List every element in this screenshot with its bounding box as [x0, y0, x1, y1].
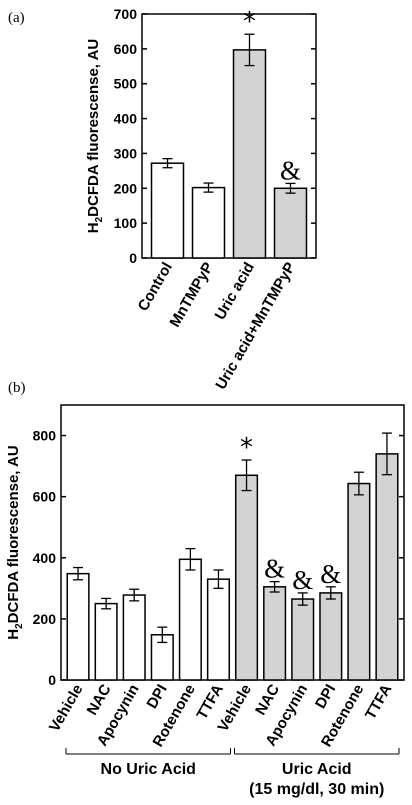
y-tick-label: 600 — [33, 489, 57, 505]
category-label: TTFA — [362, 681, 396, 722]
y-tick-label: 0 — [48, 672, 56, 688]
bar — [232, 49, 267, 259]
bar — [273, 187, 308, 259]
y-axis-title: H2DCFDA fluorescense, AU — [5, 445, 25, 640]
category-label: Control — [135, 260, 176, 315]
panel-a-label: (a) — [8, 10, 25, 26]
y-axis-title-subscript: 2 — [94, 216, 105, 222]
bar — [263, 586, 287, 681]
y-tick-label: 0 — [129, 250, 137, 266]
y-axis-title: H2DCFDA fluorescense, AU — [85, 39, 105, 234]
y-axis-title-prefix: H — [5, 629, 22, 640]
y-tick-label: 500 — [114, 76, 138, 92]
y-axis-title-rest: DCFDA fluorescense, AU — [5, 445, 22, 623]
category-label: Uric acid+MnTMPyP — [212, 260, 299, 393]
y-tick-label: 300 — [114, 145, 138, 161]
significance-mark: * — [243, 7, 256, 37]
category-label: DPI — [144, 682, 171, 712]
y-axis-title-rest: DCFDA fluorescense, AU — [85, 39, 102, 217]
bar — [66, 572, 90, 681]
chart-a: 0 100 200 300 400 500 600 700 H2DCFDA fluorescen… — [85, 6, 317, 393]
bar — [375, 453, 399, 681]
group-label: No Uric Acid — [101, 761, 196, 778]
y-tick-label: 700 — [114, 6, 138, 22]
category-label: Uric acid — [212, 260, 258, 323]
group-label: Uric Acid — [282, 761, 352, 778]
bar — [234, 474, 259, 681]
bar — [347, 482, 371, 681]
significance-mark: & — [292, 565, 313, 595]
bar — [206, 578, 231, 681]
bar — [291, 598, 315, 681]
y-axis-title-subscript: 2 — [14, 623, 25, 629]
bar — [94, 602, 118, 681]
plot-frame — [60, 404, 405, 681]
category-label: Vehicle — [46, 682, 87, 735]
panel-b-label: (b) — [8, 380, 26, 396]
significance-mark: & — [280, 155, 301, 185]
bar — [178, 558, 202, 681]
y-tick-label: 100 — [114, 215, 138, 231]
y-tick-label: 400 — [114, 111, 138, 127]
bar — [191, 186, 226, 259]
y-axis-title-prefix: H — [85, 222, 102, 233]
y-tick-label: 600 — [114, 41, 138, 57]
y-tick-label: 400 — [33, 550, 57, 566]
plot-frame — [141, 13, 317, 259]
significance-mark: & — [320, 559, 341, 589]
bar — [122, 594, 146, 681]
significance-mark: & — [264, 554, 285, 584]
y-tick-label: 200 — [33, 611, 57, 627]
group-sublabel: (15 mg/dl, 30 min) — [249, 781, 384, 798]
y-tick-label: 800 — [33, 428, 57, 444]
bar — [150, 162, 185, 259]
significance-mark: * — [240, 433, 253, 463]
y-tick-label: 200 — [114, 180, 138, 196]
chart-b: 0 200 400 600 800 H2DCFDA fluorescense, AU Veh… — [5, 404, 405, 798]
category-label: DPI — [312, 682, 339, 712]
bar — [319, 592, 343, 681]
